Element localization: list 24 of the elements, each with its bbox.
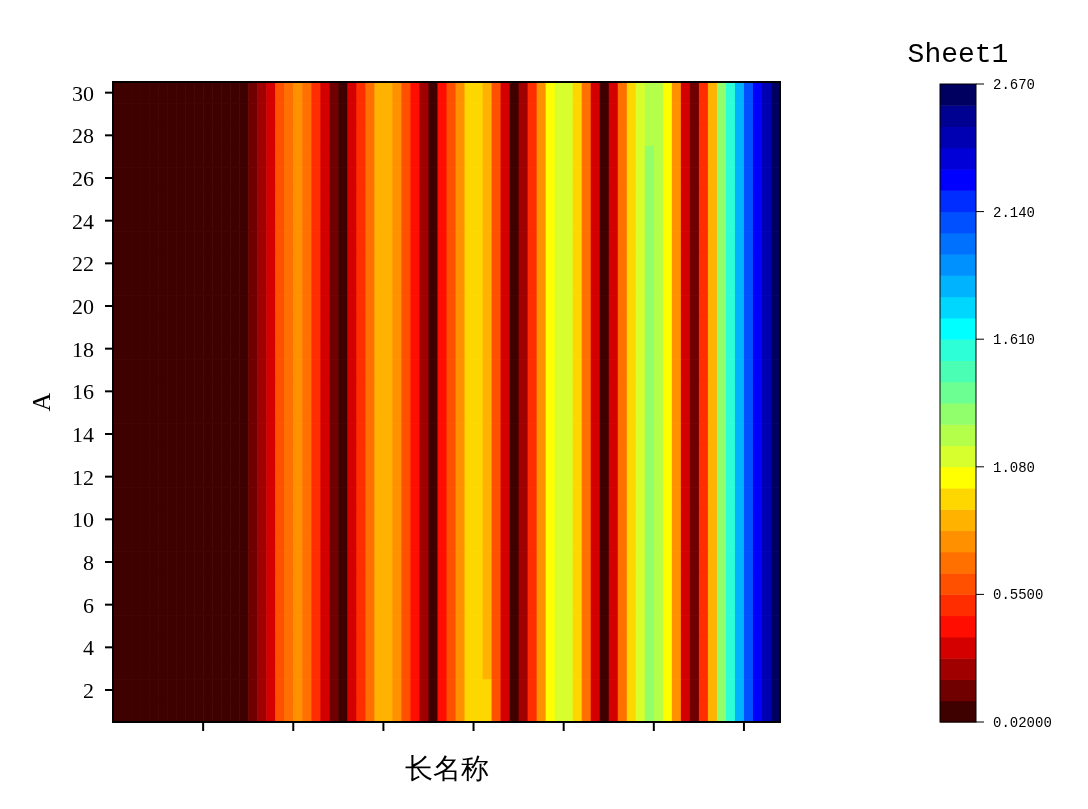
y-tick-label: 14 xyxy=(72,422,94,447)
y-tick-label: 8 xyxy=(83,550,94,575)
y-tick-label: 18 xyxy=(72,336,94,362)
y-tick-label: 12 xyxy=(72,464,94,490)
y-tick-label: 10 xyxy=(72,507,94,533)
y-tick-label: 24 xyxy=(72,208,94,234)
y-tick-label: 26 xyxy=(72,166,94,191)
color-bar-label: 1.080 xyxy=(993,459,1036,476)
y-axis-title: A xyxy=(27,392,56,412)
y-tick-label: 28 xyxy=(72,123,94,149)
y-tick-label: 16 xyxy=(72,379,94,405)
y-tick-label: 6 xyxy=(83,592,94,618)
y-tick-label: 2 xyxy=(83,678,94,703)
color-bar-title: Sheet1 xyxy=(907,39,1009,70)
color-bar-label: 0.02000 xyxy=(993,715,1052,731)
y-tick-label: 30 xyxy=(72,80,94,106)
y-tick-label: 20 xyxy=(72,294,94,319)
color-bar-label: 1.610 xyxy=(993,332,1036,349)
color-bar-label: 2.140 xyxy=(993,204,1036,221)
color-bar-label: 2.670 xyxy=(993,77,1036,93)
y-tick-label: 22 xyxy=(72,251,94,277)
y-tick-label: 4 xyxy=(83,635,94,661)
color-bar-label: 0.5500 xyxy=(993,587,1044,604)
x-axis-title: 长名称 xyxy=(404,753,489,784)
